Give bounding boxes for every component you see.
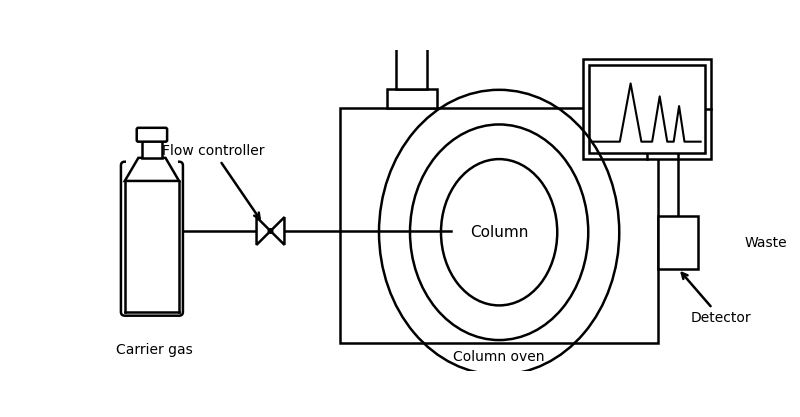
Bar	[397, 46, 427, 88]
Text: Carrier gas: Carrier gas	[115, 343, 192, 357]
Circle shape	[268, 229, 273, 233]
Bar	[126, 158, 178, 183]
Bar	[340, 108, 658, 343]
Polygon shape	[257, 217, 270, 245]
Text: Waste: Waste	[745, 236, 787, 249]
Bar	[386, 88, 437, 108]
Bar	[589, 65, 705, 153]
Polygon shape	[125, 158, 179, 181]
FancyBboxPatch shape	[121, 162, 183, 316]
Bar	[658, 216, 698, 269]
Bar	[142, 138, 162, 158]
Text: Column oven: Column oven	[454, 350, 545, 364]
Polygon shape	[270, 217, 285, 245]
FancyBboxPatch shape	[137, 128, 167, 142]
Text: Flow controller: Flow controller	[162, 144, 265, 219]
Text: Column: Column	[470, 225, 528, 240]
Text: Detector: Detector	[682, 273, 751, 325]
Bar	[583, 59, 710, 159]
Text: Sample
injector: Sample injector	[0, 416, 1, 417]
